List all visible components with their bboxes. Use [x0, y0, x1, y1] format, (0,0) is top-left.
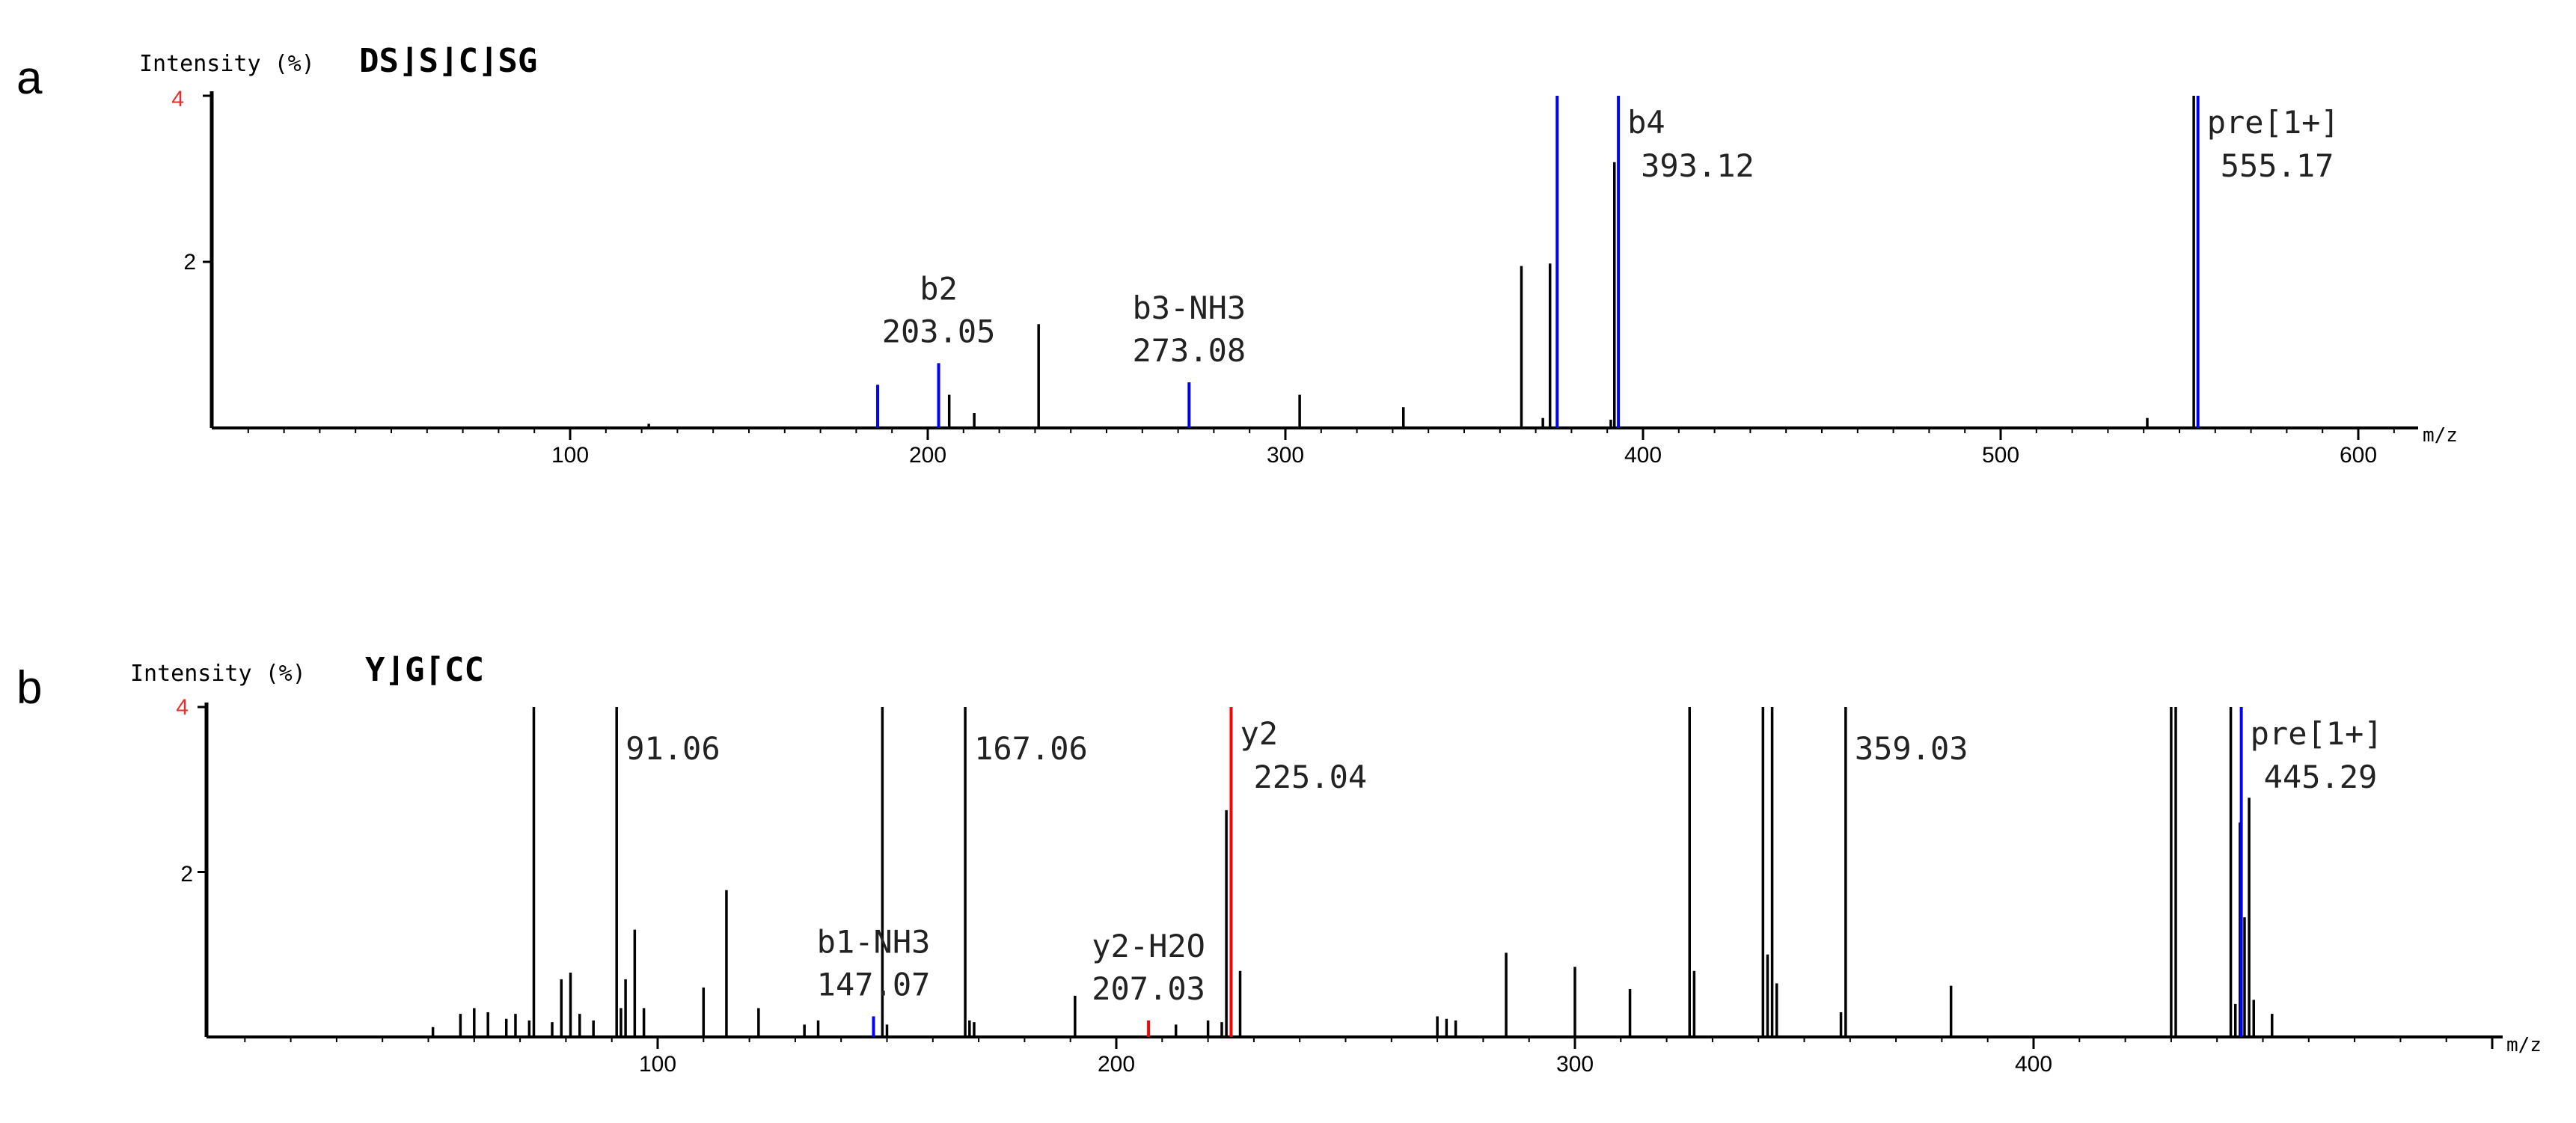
x-axis-unit-a: m/z — [2423, 424, 2458, 447]
peak-annotation-mz: 207.03 — [1092, 970, 1205, 1007]
x-tick-label: 600 — [2340, 443, 2377, 468]
peak-annotation-mz: 167.06 — [974, 730, 1088, 767]
peak-annotation-name: y2 — [1240, 715, 1278, 752]
y-tick-mid-a: 2 — [183, 250, 196, 275]
peak-annotation-mz: 91.06 — [625, 730, 720, 767]
peak-annotation-name: b2 — [920, 270, 958, 307]
x-tick-label: 300 — [1556, 1052, 1594, 1077]
peak-annotation-mz: 445.29 — [2264, 759, 2378, 795]
peak-annotation-mz: 359.03 — [1855, 730, 1968, 767]
peak-annotation-mz: 393.12 — [1641, 147, 1754, 184]
y-tick-mid-b: 2 — [180, 862, 193, 887]
peak-annotation-name: pre[1+] — [2251, 715, 2383, 752]
spectrum-plot-b: 100 200 300 400 91.06 167.06 y2 225.04 359.03 pre… — [198, 703, 2503, 1077]
spectrum-plot-a: 100 200 300 400 500 600 b2 203.05 b3-NH3 273.08 b4… — [203, 91, 2418, 468]
peak-annotation-name: b1-NH3 — [817, 923, 931, 960]
peptide-sequence-a: DS⌋S⌋C⌋SG — [359, 42, 537, 80]
peak-annotation-mz: 555.17 — [2221, 147, 2334, 184]
panel-letter-b: b — [16, 662, 42, 714]
peak-annotation-mz: 225.04 — [1253, 759, 1367, 795]
peak-annotation-mz: 147.07 — [817, 966, 931, 1003]
panel-letter-a: a — [16, 52, 43, 104]
x-tick-label: 200 — [909, 443, 946, 468]
peak-annotation-name: b3-NH3 — [1132, 290, 1246, 326]
x-tick-label: 400 — [1624, 443, 1662, 468]
y-axis-label-b: Intensity (%) — [130, 661, 306, 687]
peak-annotation-name: b4 — [1627, 104, 1665, 141]
peak-annotation-mz: 203.05 — [882, 313, 996, 349]
y-axis-label-a: Intensity (%) — [139, 51, 315, 77]
x-tick-label: 500 — [1982, 443, 2019, 468]
peptide-sequence-b: Y⌋G⌈CC — [365, 651, 484, 689]
peak-annotation-name: pre[1+] — [2207, 104, 2340, 141]
x-tick-label: 400 — [2015, 1052, 2052, 1077]
x-tick-label: 300 — [1267, 443, 1304, 468]
peak-annotation-name: y2-H2O — [1092, 928, 1205, 964]
y-tick-top-b: 4 — [176, 695, 189, 720]
x-axis-unit-b: m/z — [2506, 1034, 2542, 1056]
x-tick-label: 200 — [1098, 1052, 1135, 1077]
x-tick-label: 100 — [639, 1052, 676, 1077]
peak-annotation-mz: 273.08 — [1132, 332, 1246, 369]
y-tick-top-a: 4 — [171, 87, 184, 111]
x-tick-label: 100 — [551, 443, 589, 468]
